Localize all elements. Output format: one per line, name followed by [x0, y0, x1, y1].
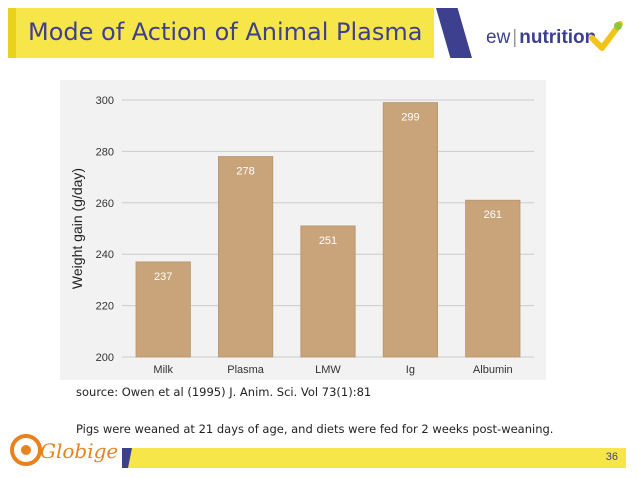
bar	[300, 225, 356, 358]
bar	[382, 102, 438, 358]
globigen-logo: Globigen	[10, 434, 118, 466]
bar-data-label: 237	[154, 271, 172, 283]
bar-data-label: 251	[319, 235, 337, 247]
bar	[465, 199, 521, 358]
footer-bar	[128, 448, 626, 468]
header-divider-slant	[436, 8, 472, 58]
x-category-label: LMW	[315, 364, 341, 376]
bar	[218, 156, 274, 358]
page-number: 36	[605, 451, 618, 463]
y-tick-label: 220	[96, 301, 114, 313]
checkmark-logo-icon	[589, 21, 623, 51]
x-category-label: Ig	[406, 364, 415, 376]
y-tick-label: 280	[96, 146, 114, 158]
x-category-label: Plasma	[227, 364, 265, 376]
ew-nutrition-logo: ew | nutrition	[486, 27, 596, 49]
logo-separator: |	[512, 27, 518, 48]
bar-data-label: 278	[236, 166, 254, 178]
title-bar: Mode of Action of Animal Plasma	[8, 8, 434, 58]
y-tick-label: 200	[96, 352, 114, 364]
title-bar-accent	[8, 8, 16, 58]
bar-data-label: 299	[401, 112, 419, 124]
y-tick-label: 260	[96, 198, 114, 210]
y-tick-label: 240	[96, 249, 114, 261]
bar	[135, 261, 191, 358]
chart-panel: 200 220 240 260 280 300 Weight gain (g/day) 237…	[60, 80, 546, 380]
y-tick-label: 300	[96, 95, 114, 107]
footer-tab	[122, 448, 132, 468]
slide-title: Mode of Action of Animal Plasma	[28, 18, 423, 46]
logo-brand-text: nutrition	[519, 27, 597, 48]
x-category-label: Milk	[153, 364, 173, 376]
source-citation: source: Owen et al (1995) J. Anim. Sci. …	[76, 385, 372, 399]
globigen-logo-text: Globigen	[40, 439, 118, 463]
x-category-label: Albumin	[473, 364, 513, 376]
study-note: Pigs were weaned at 21 days of age, and …	[76, 422, 554, 436]
y-axis-label: Weight gain (g/day)	[69, 168, 85, 289]
bar-data-label: 261	[484, 209, 502, 221]
logo-ew-text: ew	[486, 27, 511, 48]
weight-gain-bar-chart: 200 220 240 260 280 300 Weight gain (g/day) 237…	[69, 95, 534, 376]
